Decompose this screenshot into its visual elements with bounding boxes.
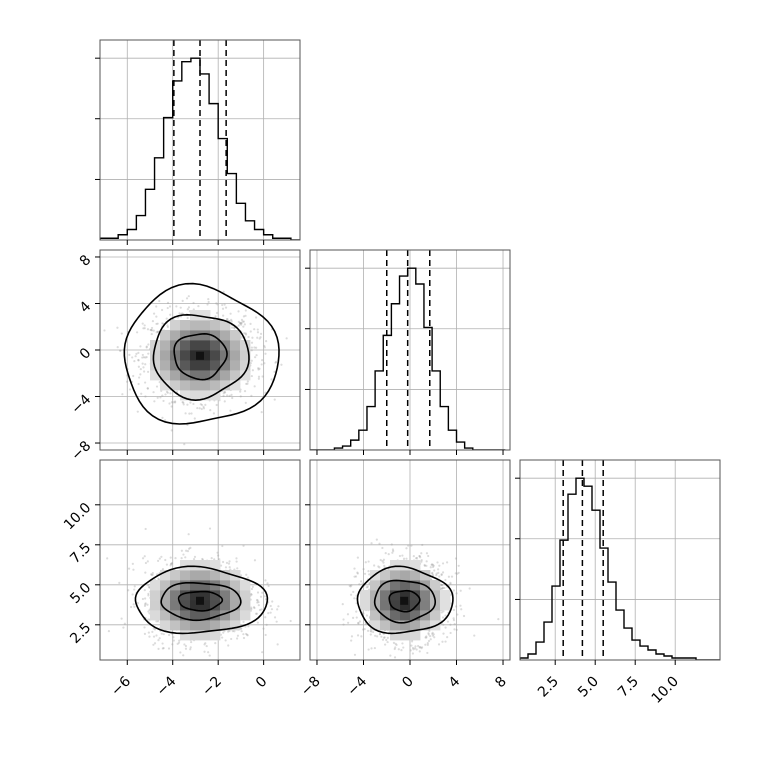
density-contours [134,565,269,635]
y-tick-label: 2.5 [67,620,94,647]
x-tick-label: −4 [344,673,370,699]
density-grid [150,310,251,401]
density-contours [356,565,454,635]
histogram-step [100,57,300,240]
grid [310,460,510,660]
contour-level-2 [160,581,242,622]
y-tick-label: 5.0 [67,580,94,607]
histogram-step [310,267,506,450]
contour-level-1 [177,590,224,612]
density-contours [123,282,280,425]
x-tick-label: 5.0 [575,674,602,701]
histogram-step [520,477,720,660]
scatter-panel-2: −6 −4 −2 0 2.5 5.0 7.5 10.0 [61,459,301,700]
x-tick-label: −8 [298,674,324,700]
x-tick-label: −4 [154,673,180,699]
histogram-panel-3: 2.5 5.0 7.5 10.0 [515,459,721,707]
y-tick-label: 10.0 [61,500,94,533]
y-tick-label: 7.5 [67,540,94,567]
contour-level-1 [388,589,421,613]
contour-level-2 [373,579,437,624]
contour-level-3 [356,565,454,635]
contour-level-3 [134,565,269,635]
density-peak [196,351,204,360]
panel-frame [99,39,301,241]
x-tick-label: 7.5 [615,674,642,701]
x-tick-label: −2 [199,674,225,700]
x-tick-label: 0 [399,674,417,692]
y-tick-label: −4 [68,391,94,417]
contour-level-3 [123,282,280,425]
grid [100,40,300,240]
x-tick-label: 0 [253,674,271,692]
histogram-panel-2 [305,249,511,455]
x-tick-label: 2.5 [535,674,562,701]
density-peak [196,596,204,605]
histogram-panel-1 [95,39,301,245]
density-peak [400,596,409,605]
x-tick-label: 4 [446,673,464,691]
x-tick-label: −6 [108,673,134,699]
scatter-panel-1: −8 −4 0 4 8 [68,249,301,464]
grid [310,250,510,450]
panel-frame [99,459,301,661]
x-tick-label: 8 [492,674,510,692]
grid [520,460,720,660]
x-tick-label: 10.0 [649,674,682,707]
scatter-panel-3: −8 −4 0 4 8 [298,459,511,700]
contour-level-2 [152,313,250,401]
y-tick-label: 8 [77,252,95,270]
y-tick-label: 0 [77,345,95,363]
contour-level-1 [173,333,228,381]
y-tick-label: 4 [77,298,95,316]
y-tick-label: −8 [68,438,94,464]
panel-frame [519,459,721,661]
density-grid [360,560,451,641]
